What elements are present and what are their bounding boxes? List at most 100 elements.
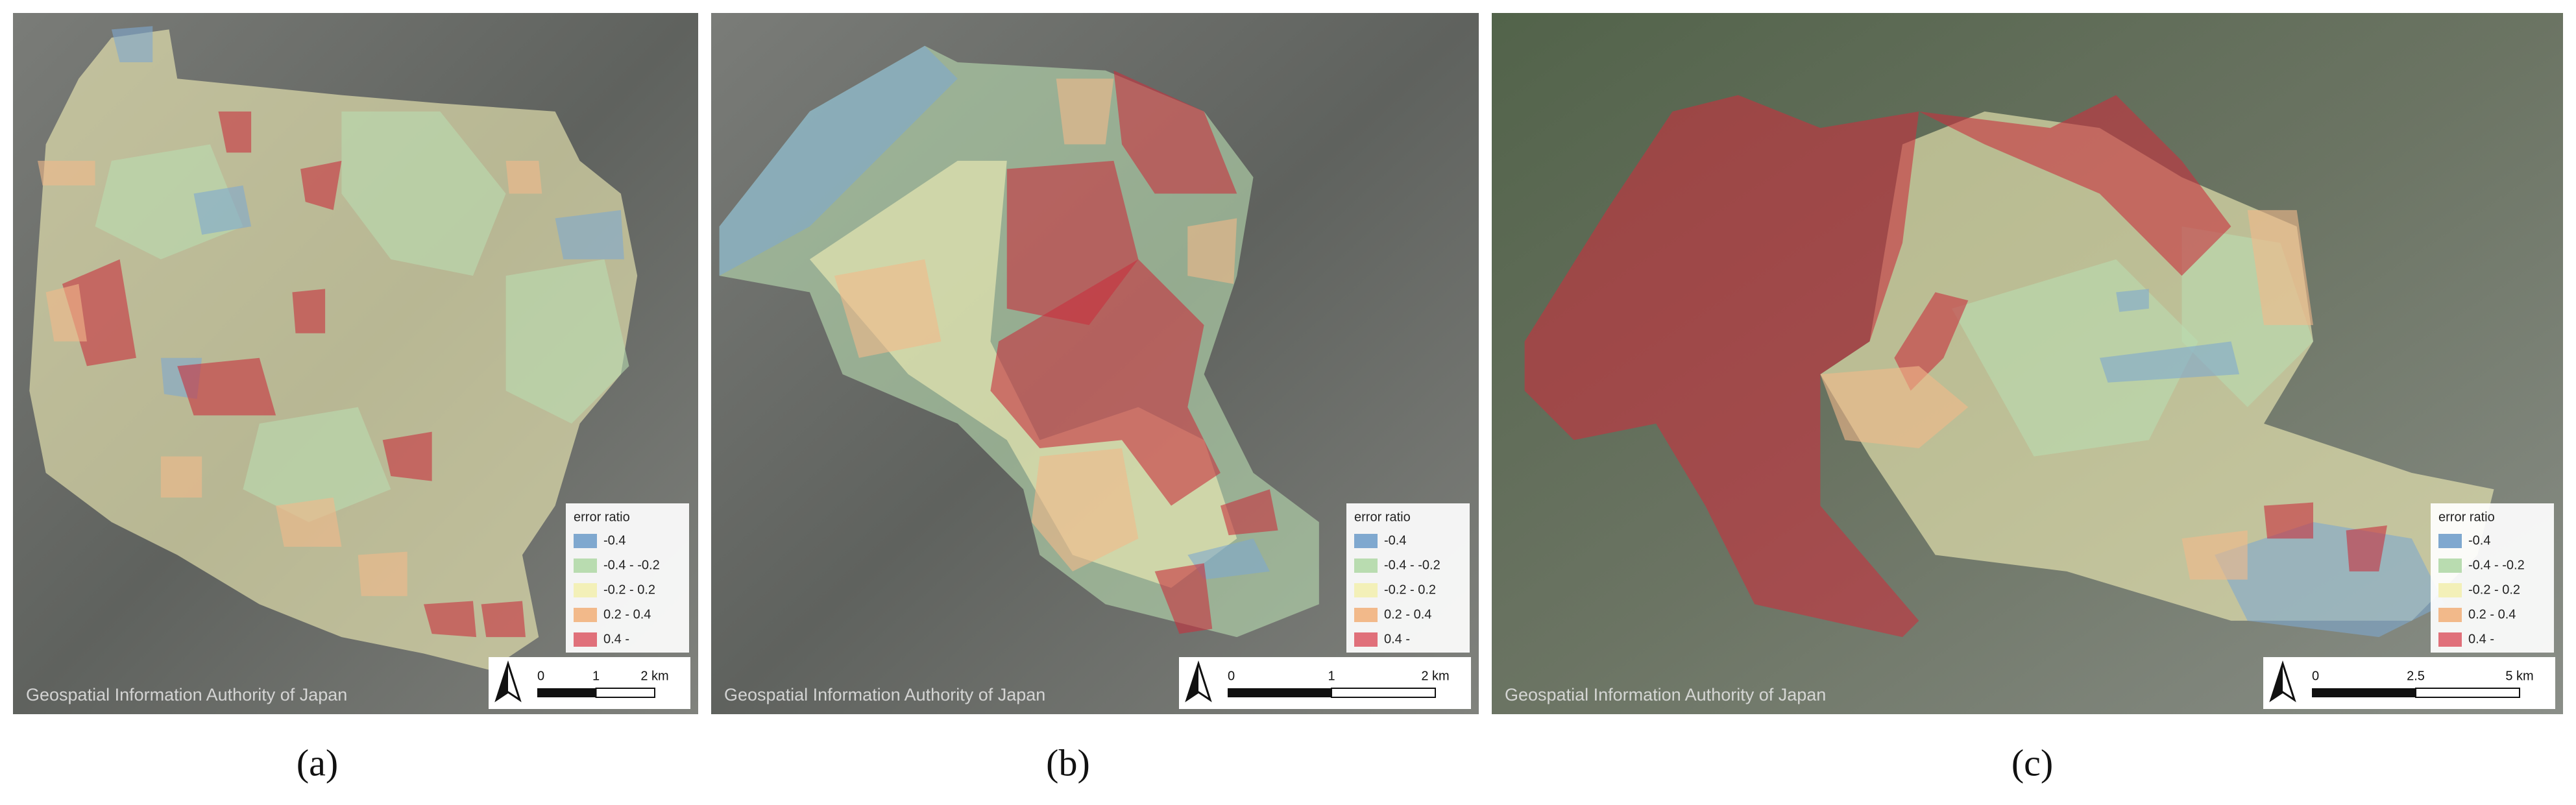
region bbox=[990, 259, 1221, 506]
scale-box bbox=[489, 657, 690, 709]
legend-label: 0.4 - bbox=[2468, 632, 2494, 646]
legend-label: -0.4 - -0.2 bbox=[603, 558, 660, 572]
region bbox=[1919, 95, 2231, 276]
region bbox=[2116, 289, 2149, 312]
legend-label: -0.2 - 0.2 bbox=[2468, 583, 2520, 597]
region bbox=[1220, 489, 1278, 536]
north-arrow-half bbox=[1187, 664, 1198, 700]
legend-label: 0.2 - 0.4 bbox=[1384, 607, 1431, 621]
legend-box bbox=[1346, 503, 1470, 653]
region bbox=[177, 357, 276, 416]
legend-label: -0.4 - -0.2 bbox=[1384, 558, 1440, 572]
legend-label: -0.4 bbox=[2468, 533, 2490, 547]
scale-bar-white bbox=[1331, 688, 1436, 698]
legend-title: error ratio bbox=[2438, 510, 2495, 524]
region bbox=[1187, 218, 1237, 284]
region bbox=[1113, 70, 1237, 194]
region bbox=[2215, 522, 2445, 638]
scale-box bbox=[2263, 657, 2555, 709]
region bbox=[37, 160, 95, 186]
scale-label: 1 bbox=[592, 669, 600, 683]
legend-swatch bbox=[574, 559, 597, 573]
region bbox=[276, 497, 342, 547]
legend-swatch bbox=[2438, 559, 2462, 573]
scale-bar-black bbox=[537, 688, 596, 697]
map-panel: Geospatial Information Authority of Japa… bbox=[1492, 13, 2563, 714]
region bbox=[218, 111, 252, 153]
region bbox=[505, 259, 629, 424]
region bbox=[1524, 95, 1919, 638]
legend-label: 0.2 - 0.4 bbox=[2468, 607, 2516, 621]
legend-title: error ratio bbox=[574, 510, 630, 524]
scale-bar-white bbox=[595, 688, 655, 698]
legend-label: -0.4 - -0.2 bbox=[2468, 558, 2525, 572]
panel-label: (c) bbox=[2011, 741, 2053, 784]
panel-label: (a) bbox=[297, 741, 338, 784]
region bbox=[1187, 538, 1270, 580]
map-layer bbox=[719, 45, 1319, 638]
map-panel: Geospatial Information Authority of Japa… bbox=[711, 13, 1479, 714]
region bbox=[1154, 563, 1213, 634]
region bbox=[834, 259, 942, 358]
attribution: Geospatial Information Authority of Japa… bbox=[724, 685, 1045, 704]
scale-label: 2.5 bbox=[2407, 669, 2425, 683]
legend-box bbox=[566, 503, 689, 653]
north-arrow-half bbox=[496, 664, 508, 700]
region bbox=[2181, 530, 2248, 580]
legend-title: error ratio bbox=[1354, 510, 1411, 524]
region bbox=[300, 160, 342, 210]
region bbox=[2264, 502, 2313, 539]
legend-swatch bbox=[2438, 534, 2462, 548]
legend-label: -0.4 bbox=[1384, 533, 1406, 547]
region bbox=[481, 601, 526, 638]
region bbox=[505, 160, 542, 194]
legend-swatch bbox=[2438, 608, 2462, 622]
region bbox=[382, 431, 432, 481]
scale-bar-black bbox=[2312, 688, 2416, 697]
region bbox=[424, 601, 477, 638]
region bbox=[2099, 341, 2240, 383]
scale-label: 1 bbox=[1328, 669, 1335, 683]
scale-bar-black bbox=[1228, 688, 1331, 697]
legend-label: 0.2 - 0.4 bbox=[603, 607, 651, 621]
legend-swatch bbox=[1354, 608, 1378, 622]
legend-label: -0.2 - 0.2 bbox=[1384, 583, 1436, 597]
attribution: Geospatial Information Authority of Japa… bbox=[26, 685, 347, 704]
region bbox=[358, 551, 407, 596]
region bbox=[2346, 525, 2387, 571]
legend-swatch bbox=[574, 583, 597, 597]
legend-swatch bbox=[1354, 583, 1378, 597]
region bbox=[1820, 366, 1969, 448]
map-layer bbox=[29, 26, 638, 670]
region bbox=[1031, 448, 1139, 571]
region bbox=[555, 210, 624, 259]
legend-swatch bbox=[574, 632, 597, 647]
region bbox=[243, 407, 391, 522]
legend-swatch bbox=[574, 608, 597, 622]
legend-swatch bbox=[2438, 632, 2462, 647]
legend-label: -0.4 bbox=[603, 533, 626, 547]
scale-label: 2 km bbox=[1421, 669, 1449, 683]
region bbox=[160, 456, 202, 498]
region bbox=[45, 283, 87, 342]
panel-label: (b) bbox=[1046, 741, 1090, 784]
region bbox=[2247, 210, 2313, 326]
legend-swatch bbox=[1354, 632, 1378, 647]
region bbox=[1894, 292, 1969, 391]
region bbox=[193, 185, 252, 235]
map-layer bbox=[1524, 95, 2494, 638]
legend-label: 0.4 - bbox=[1384, 632, 1410, 646]
attribution: Geospatial Information Authority of Japa… bbox=[1505, 685, 1826, 704]
region bbox=[1056, 78, 1114, 145]
scale-label: 0 bbox=[1228, 669, 1235, 683]
legend-swatch bbox=[574, 534, 597, 548]
legend-swatch bbox=[2438, 583, 2462, 597]
region bbox=[341, 111, 506, 276]
region bbox=[111, 26, 153, 62]
map-panel: Geospatial Information Authority of Japa… bbox=[13, 13, 698, 714]
scale-label: 2 km bbox=[640, 669, 668, 683]
north-arrow-half bbox=[2271, 664, 2283, 700]
legend-swatch bbox=[1354, 534, 1378, 548]
legend-label: 0.4 - bbox=[603, 632, 629, 646]
